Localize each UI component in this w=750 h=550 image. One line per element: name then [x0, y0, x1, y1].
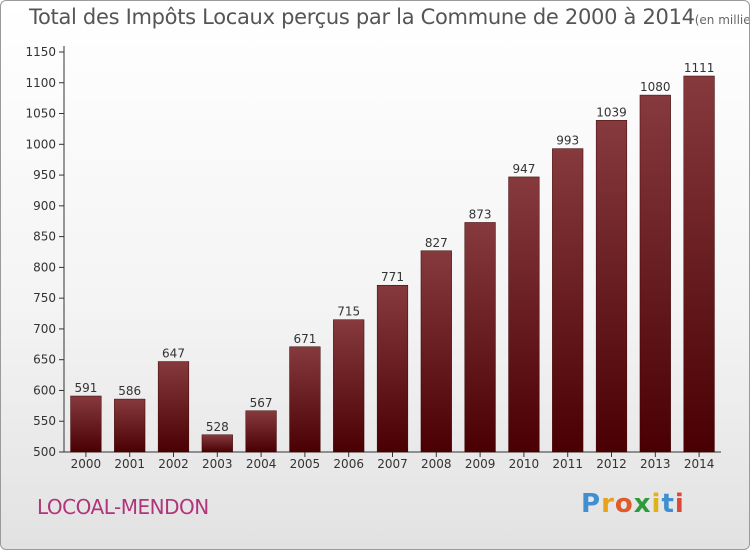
bar-2009 [464, 222, 496, 453]
y-tick-label: 550 [33, 414, 56, 428]
bar-2012 [595, 120, 628, 453]
logo-letter: r [601, 489, 615, 519]
bar-2000 [70, 395, 102, 453]
x-tick-label: 2001 [114, 457, 145, 471]
y-tick-label: 650 [33, 353, 56, 367]
data-label-2009: 873 [469, 207, 492, 221]
chart-title: Total des Impôts Locaux perçus par la Co… [29, 5, 750, 29]
data-label-2012: 1039 [596, 105, 627, 119]
bar-2004 [245, 410, 277, 453]
y-tick-label: 800 [33, 260, 56, 274]
data-label-2002: 647 [162, 347, 185, 361]
data-labels: 591 586 647 528 567 671 715 771 827 873 947 993 1039… [74, 61, 714, 434]
y-tick-label: 900 [33, 199, 56, 213]
chart-title-main: Total des Impôts Locaux perçus par la Co… [29, 5, 695, 29]
data-label-2003: 528 [206, 420, 229, 434]
logo-letter: P [581, 489, 602, 519]
data-label-2013: 1080 [640, 80, 671, 94]
data-label-2005: 671 [293, 332, 316, 346]
bar-2011 [552, 148, 584, 453]
x-tick-label: 2004 [246, 457, 277, 471]
y-tick-label: 1100 [25, 76, 56, 90]
data-label-2001: 586 [118, 384, 141, 398]
proxiti-logo: Proxiti [581, 489, 685, 519]
data-label-2007: 771 [381, 270, 404, 284]
bar-2008 [420, 250, 452, 453]
data-label-2011: 993 [556, 134, 579, 148]
x-tick-label: 2010 [509, 457, 540, 471]
y-tick-label: 850 [33, 230, 56, 244]
bar-2006 [333, 319, 365, 453]
data-label-2008: 827 [425, 236, 448, 250]
data-label-2000: 591 [74, 381, 97, 395]
y-tick-label: 1000 [25, 137, 56, 151]
x-tick-label: 2003 [202, 457, 233, 471]
bar-2002 [157, 361, 190, 453]
x-tick-label: 2007 [377, 457, 408, 471]
x-tick-label: 2008 [421, 457, 452, 471]
x-tick-label: 2005 [290, 457, 321, 471]
commune-name: LOCOAL-MENDON [37, 495, 209, 519]
y-axis: 500 550 600 650 700 750 800 850 900 950 1000 1050 11… [25, 45, 65, 459]
logo-letter: x [633, 489, 652, 519]
logo-letter: o [614, 489, 634, 519]
logo-letter: i [651, 489, 662, 519]
bar-2003 [201, 434, 233, 453]
y-tick-label: 950 [33, 168, 56, 182]
y-tick-label: 750 [33, 291, 56, 305]
y-tick-label: 1050 [25, 107, 56, 121]
y-tick-label: 1150 [25, 45, 56, 59]
bar-2007 [376, 284, 409, 453]
bar-2001 [114, 398, 146, 453]
x-tick-label: 2006 [333, 457, 364, 471]
x-tick-label: 2014 [684, 457, 715, 471]
data-label-2010: 947 [512, 162, 535, 176]
x-tick-label: 2009 [465, 457, 496, 471]
y-tick-label: 500 [33, 445, 56, 459]
logo-letter: t [661, 489, 675, 519]
y-tick-label: 700 [33, 322, 56, 336]
bar-2010 [508, 176, 540, 453]
bar-2014 [683, 75, 715, 453]
x-tick-label: 2013 [640, 457, 671, 471]
logo-letter: i [674, 489, 685, 519]
data-label-2004: 567 [250, 396, 273, 410]
y-tick-label: 600 [33, 383, 56, 397]
data-label-2014: 1111 [684, 61, 715, 75]
data-label-2006: 715 [337, 305, 360, 319]
bar-2013 [639, 94, 671, 453]
x-tick-label: 2012 [596, 457, 627, 471]
x-tick-label: 2002 [158, 457, 189, 471]
bar-2005 [289, 346, 321, 453]
x-tick-label: 2000 [71, 457, 102, 471]
chart-title-unit: (en milliers d'€) [694, 13, 750, 27]
bar-series [70, 75, 715, 453]
x-axis: 2000 2001 2002 2003 2004 2005 2006 2007 2008 2009… [64, 451, 721, 471]
x-tick-label: 2011 [552, 457, 583, 471]
